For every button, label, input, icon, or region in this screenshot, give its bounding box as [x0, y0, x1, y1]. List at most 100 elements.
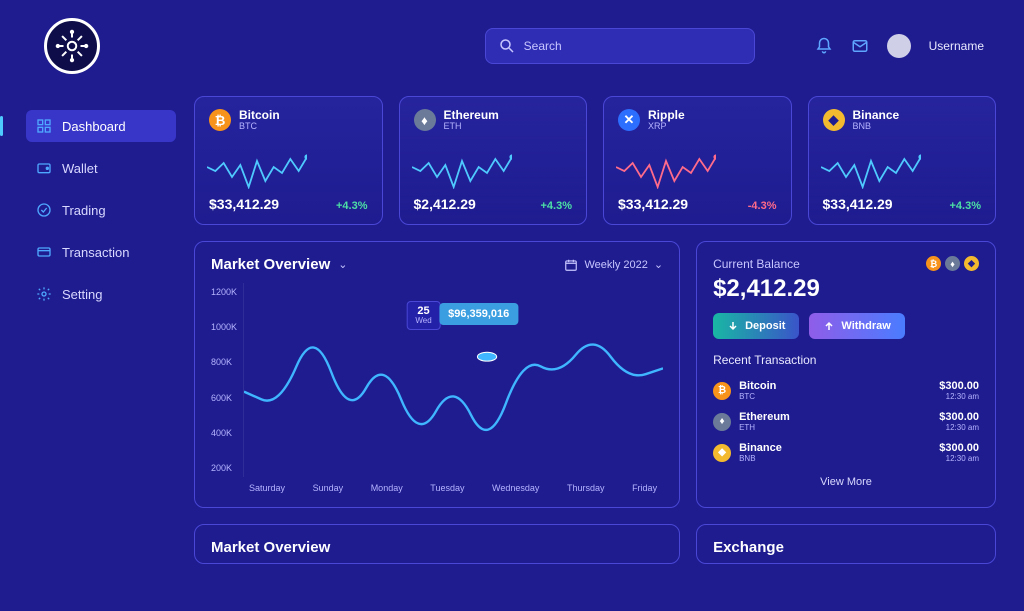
x-tick: Thursday — [567, 483, 605, 493]
range-label: Weekly 2022 — [584, 259, 647, 271]
download-icon — [727, 320, 739, 332]
coin-icon: ₿ — [713, 382, 731, 400]
gear-icon — [36, 286, 52, 302]
search-box[interactable] — [485, 28, 755, 64]
coin-icon: ♦ — [414, 109, 436, 131]
sidebar-item-label: Setting — [62, 287, 102, 302]
tx-time: 12:30 am — [939, 454, 979, 463]
mail-icon[interactable] — [851, 37, 869, 55]
y-tick: 400K — [211, 428, 237, 438]
tx-amount: $300.00 — [939, 442, 979, 454]
coin-price: $33,412.29 — [209, 196, 279, 212]
coin-icon: ◆ — [823, 109, 845, 131]
chart-tooltip-date: 25 Wed — [406, 301, 440, 330]
sidebar-item-dashboard[interactable]: Dashboard — [26, 110, 176, 142]
tx-name: Binance — [739, 443, 782, 454]
coin-delta: +4.3% — [336, 200, 368, 212]
tx-symbol: ETH — [739, 423, 790, 432]
coin-card-xrp[interactable]: ✕ Ripple XRP $33,412.29 -4.3% — [603, 96, 792, 225]
avatar[interactable] — [887, 34, 911, 58]
x-tick: Saturday — [249, 483, 285, 493]
y-tick: 1000K — [211, 322, 237, 332]
sidebar-item-trading[interactable]: Trading — [26, 194, 176, 226]
tx-name: Ethereum — [739, 412, 790, 423]
market-chart: 25 Wed $96,359,016 — [243, 283, 663, 477]
tx-name: Bitcoin — [739, 381, 776, 392]
tx-symbol: BNB — [739, 454, 782, 463]
sparkline — [412, 137, 512, 189]
y-tick: 1200K — [211, 287, 237, 297]
search-input[interactable] — [524, 39, 742, 53]
y-tick: 600K — [211, 393, 237, 403]
chevron-down-icon: ⌄ — [654, 258, 663, 271]
withdraw-button[interactable]: Withdraw — [809, 313, 904, 339]
x-tick: Wednesday — [492, 483, 539, 493]
tx-row[interactable]: ₿ Bitcoin BTC $300.00 12:30 am — [713, 375, 979, 406]
sidebar-item-label: Wallet — [62, 161, 98, 176]
coin-name: Ethereum — [444, 109, 499, 121]
x-tick: Friday — [632, 483, 657, 493]
coin-icon: ₿ — [209, 109, 231, 131]
chart-tooltip-value: $96,359,016 — [439, 303, 518, 325]
tx-row[interactable]: ♦ Ethereum ETH $300.00 12:30 am — [713, 406, 979, 437]
upload-icon — [823, 320, 835, 332]
coin-price: $2,412.29 — [414, 196, 476, 212]
market-overview-panel: Market Overview ⌄ Weekly 2022 ⌄ 1200K 100… — [194, 241, 680, 508]
deposit-button[interactable]: Deposit — [713, 313, 799, 339]
balance-label: Current Balance — [713, 257, 800, 271]
coin-symbol: XRP — [648, 121, 685, 131]
header: Username — [0, 0, 1024, 92]
coin-card-eth[interactable]: ♦ Ethereum ETH $2,412.29 +4.3% — [399, 96, 588, 225]
sidebar-item-transaction[interactable]: Transaction — [26, 236, 176, 268]
balance-amount: $2,412.29 — [713, 275, 979, 303]
coin-delta: +4.3% — [950, 200, 982, 212]
coin-cards-row: ₿ Bitcoin BTC $33,412.29 +4.3% ♦ Ethereu… — [194, 96, 996, 225]
exchange-panel: Exchange — [696, 524, 996, 564]
tx-amount: $300.00 — [939, 411, 979, 423]
coin-name: Ripple — [648, 109, 685, 121]
coin-price: $33,412.29 — [618, 196, 688, 212]
trading-icon — [36, 202, 52, 218]
dashboard-icon — [36, 118, 52, 134]
coin-card-btc[interactable]: ₿ Bitcoin BTC $33,412.29 +4.3% — [194, 96, 383, 225]
sparkline — [821, 137, 921, 189]
coin-icon: ♦ — [713, 413, 731, 431]
username-label[interactable]: Username — [929, 39, 984, 53]
coin-delta: -4.3% — [748, 200, 777, 212]
coin-symbol: BNB — [853, 121, 900, 131]
logo — [44, 18, 100, 74]
wallet-icon — [36, 160, 52, 176]
recent-tx-title: Recent Transaction — [713, 353, 979, 367]
sidebar-item-label: Transaction — [62, 245, 129, 260]
tx-time: 12:30 am — [939, 423, 979, 432]
y-tick: 800K — [211, 357, 237, 367]
x-tick: Tuesday — [430, 483, 464, 493]
coin-symbol: BTC — [239, 121, 280, 131]
tx-row[interactable]: ◆ Binance BNB $300.00 12:30 am — [713, 437, 979, 468]
coin-symbol: ETH — [444, 121, 499, 131]
balance-panel: Current Balance ₿ ♦ ◆ $2,412.29 Deposit — [696, 241, 996, 508]
coin-price: $33,412.29 — [823, 196, 893, 212]
bottom-market-panel: Market Overview — [194, 524, 680, 564]
x-tick: Sunday — [313, 483, 344, 493]
y-tick: 200K — [211, 463, 237, 473]
sidebar-item-label: Trading — [62, 203, 106, 218]
balance-coin-icons: ₿ ♦ ◆ — [926, 256, 979, 271]
calendar-icon — [564, 258, 578, 272]
coin-card-bnb[interactable]: ◆ Binance BNB $33,412.29 +4.3% — [808, 96, 997, 225]
bell-icon[interactable] — [815, 37, 833, 55]
range-selector[interactable]: Weekly 2022 ⌄ — [564, 258, 663, 272]
chevron-down-icon[interactable]: ⌄ — [338, 258, 347, 271]
coin-name: Binance — [853, 109, 900, 121]
panel-title: Market Overview — [211, 256, 330, 273]
sparkline — [616, 137, 716, 189]
sidebar-item-setting[interactable]: Setting — [26, 278, 176, 310]
x-tick: Monday — [371, 483, 403, 493]
tx-symbol: BTC — [739, 392, 776, 401]
sidebar-item-wallet[interactable]: Wallet — [26, 152, 176, 184]
tx-amount: $300.00 — [939, 380, 979, 392]
tx-time: 12:30 am — [939, 392, 979, 401]
view-more-link[interactable]: View More — [713, 476, 979, 488]
sidebar: Dashboard Wallet Trading Transaction Set… — [0, 92, 176, 564]
coin-icon: ✕ — [618, 109, 640, 131]
